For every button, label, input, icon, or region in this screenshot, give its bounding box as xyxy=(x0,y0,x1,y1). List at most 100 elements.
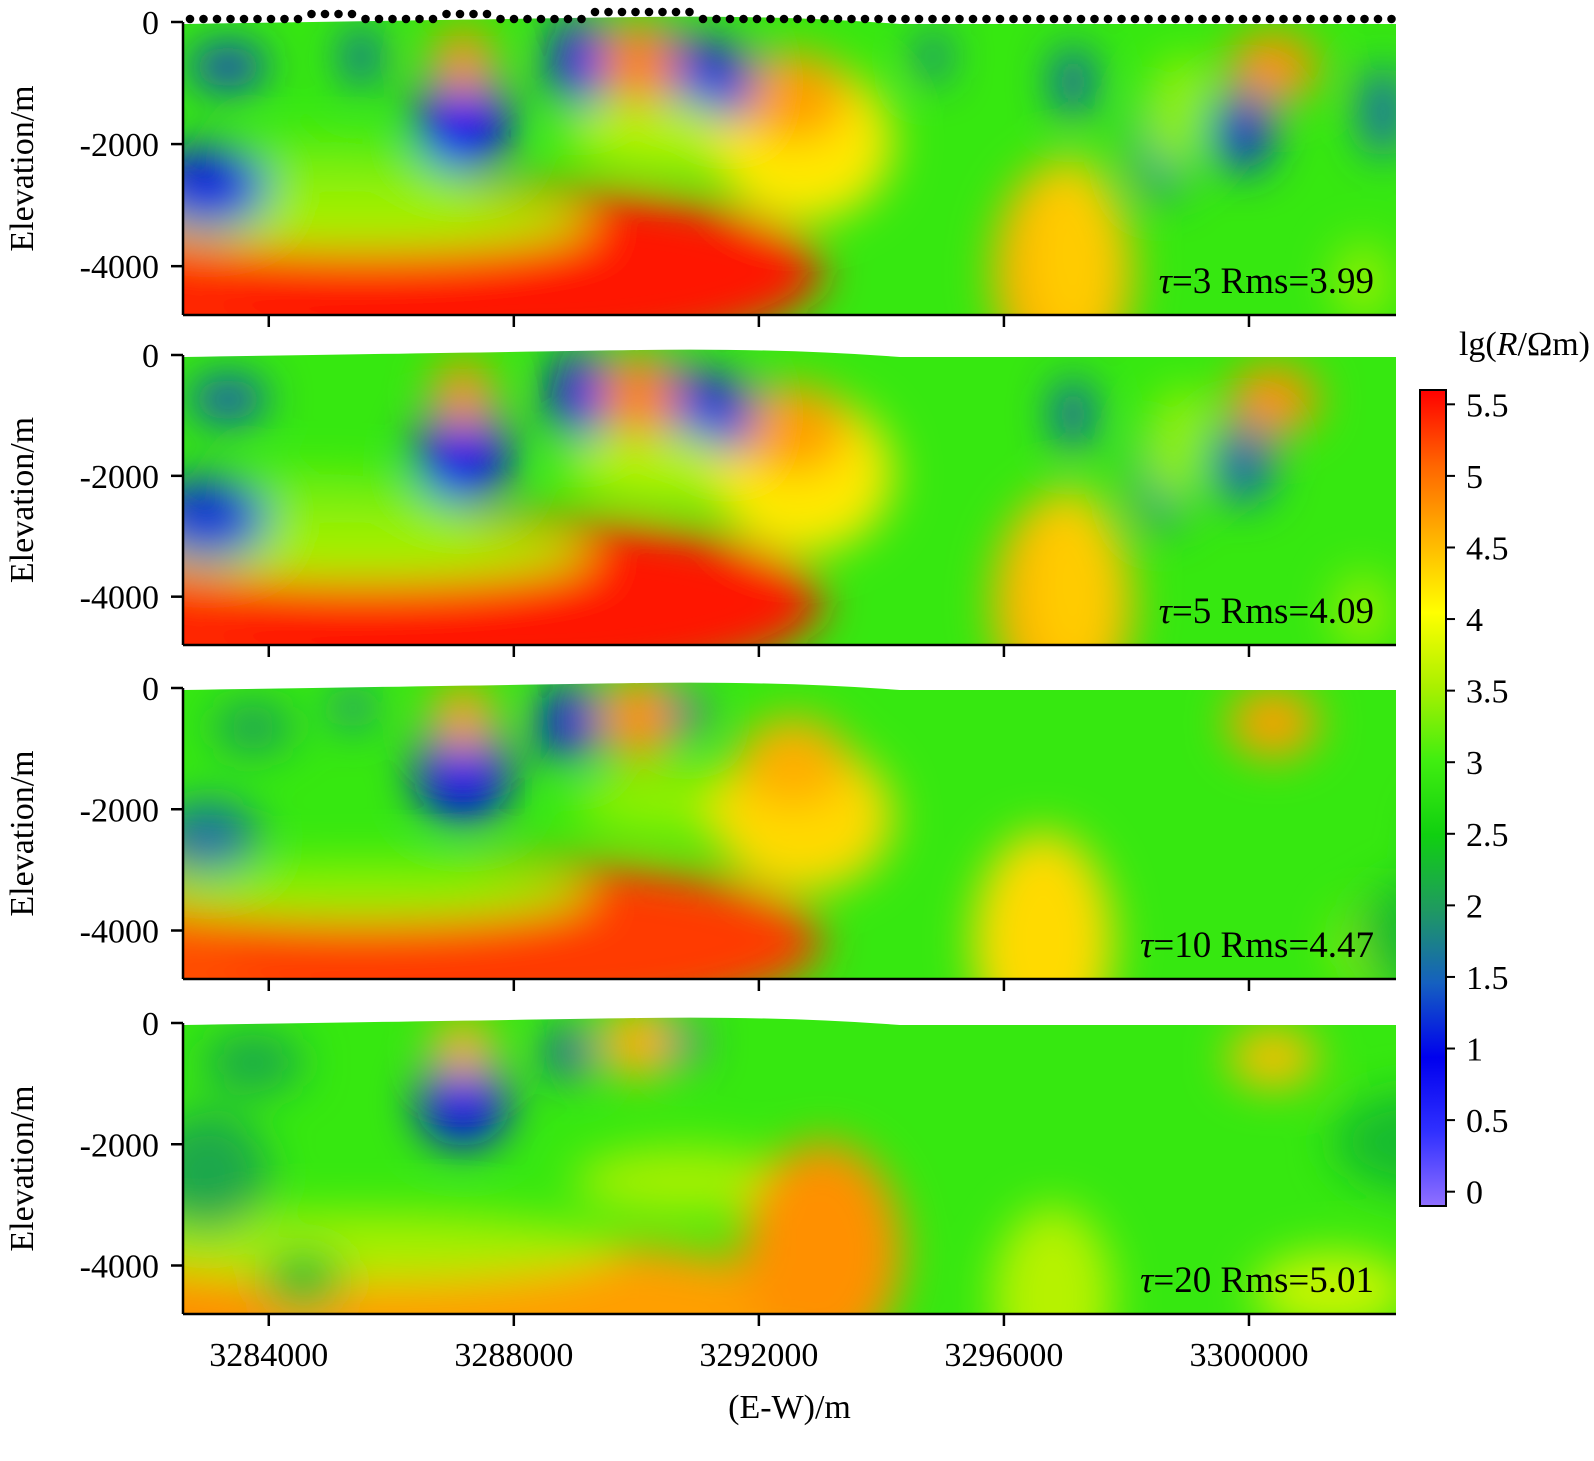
electrode-marker xyxy=(550,14,559,24)
panel-annotation: τ=3 Rms=3.99 xyxy=(1159,261,1374,302)
y-axis-title: Elevation/m xyxy=(4,85,41,251)
colorbar-tick-label: 4 xyxy=(1466,602,1483,639)
tau-value: =10 xyxy=(1153,925,1220,966)
electrode-marker xyxy=(523,14,532,24)
resistivity-anomaly xyxy=(1055,47,1091,117)
resistivity-anomaly xyxy=(415,403,511,504)
tau-value: =3 xyxy=(1172,261,1221,302)
electrode-marker xyxy=(388,14,397,24)
resistivity-anomaly xyxy=(433,359,493,430)
electrode-marker xyxy=(982,14,991,24)
y-tick-label: -4000 xyxy=(80,249,159,286)
electrode-marker xyxy=(374,14,384,24)
electrode-marker xyxy=(766,14,775,24)
electrode-marker xyxy=(779,14,789,24)
electrode-marker xyxy=(658,7,667,17)
electrode-marker xyxy=(590,7,600,17)
electrode-marker xyxy=(509,14,519,24)
resistivity-anomaly xyxy=(415,72,511,172)
resistivity-anomaly xyxy=(433,1017,493,1078)
resistivity-anomaly xyxy=(738,384,848,475)
x-tick-label: 3292000 xyxy=(699,1337,818,1374)
y-axis-title: Elevation/m xyxy=(4,750,41,916)
electrode-marker xyxy=(455,9,465,19)
resistivity-anomaly xyxy=(183,1211,623,1282)
resistivity-anomaly xyxy=(598,682,678,760)
x-axis-title: (E-W)/m xyxy=(728,1389,851,1426)
x-tick-label: 3300000 xyxy=(1189,1337,1308,1374)
colorbar-title-var: R xyxy=(1496,326,1518,363)
electrode-marker xyxy=(307,9,316,19)
x-axis: 3284000 3288000 3292000 3296000 3300000 (E-W)… xyxy=(209,1337,1308,1426)
resistivity-anomaly xyxy=(1213,92,1273,172)
colorbar-gradient xyxy=(1419,389,1447,1207)
y-tick-label: -2000 xyxy=(80,127,159,164)
y-tick-label: -4000 xyxy=(80,580,159,617)
electrode-marker xyxy=(1387,14,1396,24)
electrode-marker xyxy=(212,14,222,24)
resistivity-anomaly xyxy=(738,717,848,808)
electrode-marker xyxy=(347,9,357,19)
electrode-marker xyxy=(1252,14,1261,24)
x-tick-label: 3288000 xyxy=(454,1337,573,1374)
resistivity-anomaly xyxy=(1228,687,1318,758)
electrode-marker xyxy=(955,14,964,24)
electrode-marker xyxy=(847,14,856,24)
field-blobs xyxy=(183,17,1396,315)
resistivity-anomaly xyxy=(337,685,369,730)
electrode-marker xyxy=(1211,14,1221,24)
resistivity-anomaly xyxy=(550,17,606,107)
electrode-marker xyxy=(1238,14,1248,24)
tau-symbol: τ xyxy=(1159,591,1174,632)
resistivity-field xyxy=(183,682,1396,979)
y-tick-label: -4000 xyxy=(80,914,159,951)
resistivity-anomaly xyxy=(921,32,945,82)
resistivity-anomaly xyxy=(433,682,493,753)
electrode-marker xyxy=(671,7,681,17)
resistivity-anomaly xyxy=(993,1206,1113,1314)
resistivity-anomaly xyxy=(1143,403,1203,504)
resistivity-anomaly xyxy=(1363,67,1396,157)
electrode-marker xyxy=(887,14,897,24)
tau-symbol: τ xyxy=(1159,261,1174,302)
electrode-marker xyxy=(1279,14,1288,24)
above-surface xyxy=(183,682,1396,690)
resistivity-anomaly xyxy=(1253,1251,1396,1314)
electrode-marker xyxy=(334,9,343,19)
y-tick-label: 0 xyxy=(142,5,159,42)
electrode-marker xyxy=(1144,14,1153,24)
y-tick-label: -4000 xyxy=(80,1249,159,1286)
electrode-marker xyxy=(968,14,978,24)
electrode-marker xyxy=(1171,14,1180,24)
electrode-marker xyxy=(239,14,249,24)
resistivity-anomaly xyxy=(183,801,258,872)
electrode-marker xyxy=(941,14,951,24)
tau-symbol: τ xyxy=(1140,1260,1155,1301)
electrode-marker xyxy=(1022,14,1032,24)
y-tick-label: 0 xyxy=(142,671,159,708)
electrode-marker xyxy=(901,14,910,24)
panel-4: 0 -2000 -4000 Elevation/m τ=20 Rms=5.01 xyxy=(4,1006,1396,1326)
colorbar-tick-label: 1.5 xyxy=(1466,960,1509,997)
colorbar-tick-label: 3.5 xyxy=(1466,674,1509,711)
resistivity-anomaly xyxy=(738,52,848,142)
resistivity-anomaly xyxy=(743,1141,903,1314)
electrode-marker xyxy=(1103,14,1113,24)
electrode-marker xyxy=(1292,14,1302,24)
resistivity-anomaly xyxy=(183,192,593,252)
resistivity-anomaly xyxy=(183,522,593,583)
resistivity-anomaly xyxy=(415,722,511,823)
y-tick-label: 0 xyxy=(142,1006,159,1043)
resistivity-anomaly xyxy=(598,1017,678,1078)
colorbar-title: lg(R/Ωm) xyxy=(1459,326,1590,363)
resistivity-anomaly xyxy=(418,1057,508,1148)
electrode-marker xyxy=(361,14,370,24)
resistivity-anomaly xyxy=(573,1146,793,1217)
resistivity-anomaly xyxy=(1028,487,1118,645)
resistivity-anomaly xyxy=(1228,32,1318,102)
electrode-marker xyxy=(874,14,883,24)
resistivity-anomaly xyxy=(203,1032,303,1093)
resistivity-field xyxy=(183,349,1396,645)
electrode-marker xyxy=(415,14,424,24)
electrode-marker xyxy=(226,14,235,24)
